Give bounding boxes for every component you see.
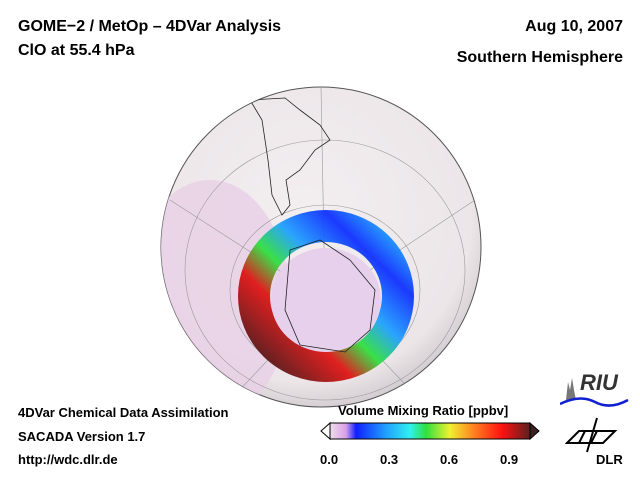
riu-logo [560, 378, 629, 407]
colorbar-min-arrow [320, 422, 331, 441]
colorbar-tick: 0.6 [440, 452, 459, 467]
south-america-coast [249, 97, 331, 216]
subtitle: ClO at 55.4 hPa [18, 42, 135, 59]
title: GOME−2 / MetOp – 4DVar Analysis [18, 18, 282, 35]
footer-line1: 4DVar Chemical Data Assimilation [18, 405, 229, 420]
colorbar-tick: 0.9 [500, 452, 519, 467]
region: Southern Hemisphere [456, 49, 623, 66]
footer-line2: SACADA Version 1.7 [18, 429, 146, 444]
vortex-clo-ring [238, 210, 414, 382]
dlr-logo [565, 417, 618, 453]
colorbar-max-arrow [529, 422, 540, 441]
footer-url: http://wdc.dlr.de [18, 452, 118, 467]
colorbar-title: Volume Mixing Ratio [ppbv] [338, 403, 509, 418]
colorbar-tick: 0.3 [380, 452, 399, 467]
colorbar [320, 422, 540, 441]
colorbar-gradient [329, 422, 531, 440]
vortex-core [271, 248, 381, 352]
riu-logo-text: RIU [580, 370, 618, 395]
date: Aug 10, 2007 [525, 18, 623, 35]
antarctica-coast [284, 239, 376, 353]
colorbar-tick: 0.0 [320, 452, 339, 467]
dlr-logo-text: DLR [596, 452, 623, 467]
